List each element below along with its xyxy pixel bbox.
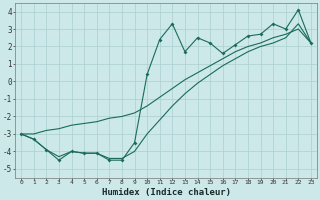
X-axis label: Humidex (Indice chaleur): Humidex (Indice chaleur) [101, 188, 230, 197]
